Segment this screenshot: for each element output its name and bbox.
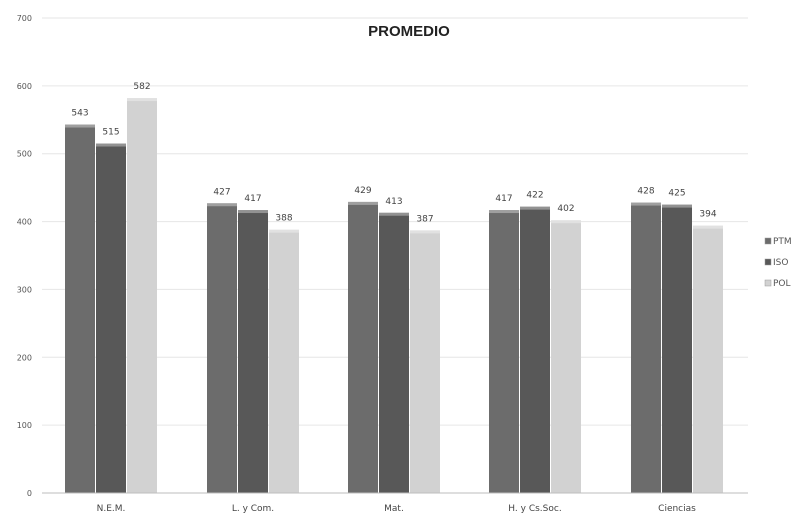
category-label: H. y Cs.Soc. [508,504,561,513]
y-tick-label: 300 [17,285,32,294]
bar-pol [269,229,299,493]
bar-ptm [631,202,661,494]
bar-pol [551,220,581,493]
legend-swatch-pol [764,279,772,287]
bar-highlight [520,206,550,210]
data-label: 543 [71,109,88,119]
data-label: 425 [668,189,685,199]
bar-highlight [489,210,519,214]
legend-label-ptm: PTM [773,237,792,247]
data-label: 394 [699,210,716,220]
bar-iso [379,212,409,493]
bar-pol [127,98,157,494]
bar-highlight [631,202,661,206]
y-tick-label: 200 [17,353,32,362]
y-tick-label: 700 [17,14,32,23]
category-label: Ciencias [658,504,696,513]
x-axis-categories: N.E.M. L. y Com. Mat. H. y Cs.Soc. Ciencias [97,504,697,513]
bar-ptm [348,201,378,493]
category-label: Mat. [384,504,404,513]
bar-iso [662,204,692,493]
legend-swatch-ptm [764,237,772,245]
data-label: 388 [275,214,292,224]
data-label: 402 [557,204,574,214]
bar-ptm [489,210,519,494]
bar-highlight [379,212,409,216]
data-label: 413 [385,197,402,207]
category-label: L. y Com. [232,504,274,513]
legend-label-pol: POL [773,279,791,289]
data-label: 387 [416,214,433,224]
bar-highlight [238,210,268,214]
bar-iso [238,210,268,494]
data-labels: 543 515 582 427 417 388 429 413 387 417 422 402 428 4… [71,82,716,224]
y-tick-label: 500 [17,150,32,159]
data-label: 429 [354,186,371,196]
bar-pol [693,225,723,493]
category-label: N.E.M. [97,504,126,513]
y-tick-label: 100 [17,421,32,430]
bar-highlight [662,204,692,208]
data-label: 428 [637,187,654,197]
y-axis-ticks: 0 100 200 300 400 500 600 700 [17,14,32,498]
data-label: 417 [244,194,261,204]
bar-highlight [96,143,126,147]
bar-highlight [693,225,723,229]
bar-highlight [410,230,440,234]
data-label: 422 [526,191,543,201]
bar-highlight [127,98,157,102]
legend-swatch-iso [764,258,772,266]
bar-highlight [65,124,95,128]
legend: PTM ISO POL [764,237,792,289]
chart-title: PROMEDIO [368,23,450,40]
y-tick-label: 400 [17,218,32,227]
bar-ptm [207,203,237,493]
bar-highlight [551,220,581,224]
bar-highlight [348,201,378,205]
y-tick-label: 0 [27,489,32,498]
data-label: 515 [102,128,119,138]
bars [65,98,723,494]
bar-iso [520,206,550,493]
data-label: 582 [133,82,150,92]
data-label: 417 [495,194,512,204]
bar-iso [96,143,126,494]
bar-highlight [269,229,299,233]
data-label: 427 [213,187,230,197]
legend-label-iso: ISO [773,258,788,268]
bar-highlight [207,203,237,207]
bar-ptm [65,124,95,494]
y-tick-label: 600 [17,82,32,91]
bar-pol [410,230,440,493]
